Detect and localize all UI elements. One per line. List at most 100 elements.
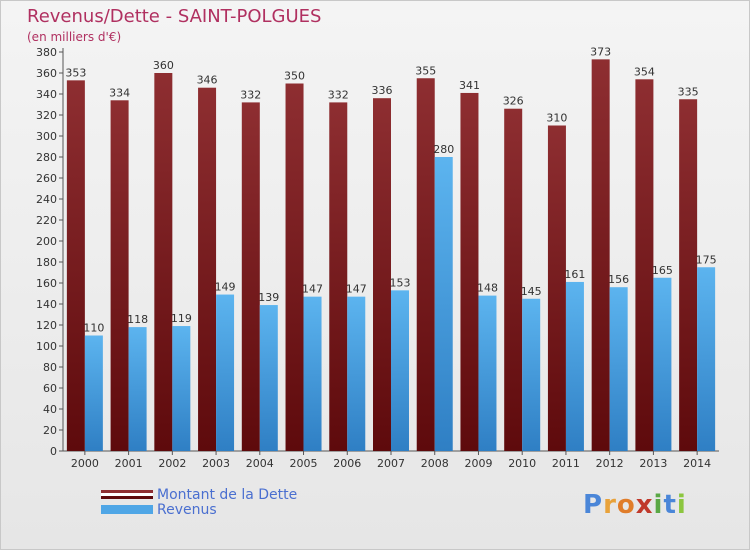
data-label-debt: 350 [284, 70, 305, 83]
y-tick-label: 80 [43, 361, 57, 374]
data-label-revenue: 280 [433, 143, 454, 156]
chart-subtitle: (en milliers d'€) [27, 30, 122, 44]
y-tick-label: 40 [43, 403, 57, 416]
data-label-debt: 310 [546, 112, 567, 125]
bar-revenue [259, 305, 278, 451]
data-label-debt: 334 [109, 86, 130, 99]
legend-item-debt: Montant de la Dette [101, 486, 298, 503]
logo-letter: i [653, 490, 664, 520]
data-label-revenue: 149 [215, 281, 236, 294]
bar-debt [547, 125, 566, 451]
legend-swatch-revenue [101, 505, 153, 514]
y-tick-label: 0 [50, 445, 57, 458]
y-tick-label: 180 [36, 256, 57, 269]
x-tick-label: 2014 [683, 457, 711, 470]
bar-revenue [565, 281, 584, 451]
y-tick-label: 120 [36, 319, 57, 332]
legend-swatch-debt [101, 490, 153, 499]
bar-revenue [653, 277, 672, 451]
data-label-revenue: 153 [390, 276, 411, 289]
bar-debt [679, 99, 698, 451]
bar-debt [329, 102, 348, 452]
bar-debt [198, 87, 217, 451]
y-tick-label: 140 [36, 298, 57, 311]
data-label-revenue: 118 [127, 313, 148, 326]
data-label-revenue: 145 [521, 285, 542, 298]
data-label-debt: 346 [197, 74, 218, 87]
bar-revenue [391, 290, 409, 451]
x-tick-label: 2013 [639, 457, 667, 470]
y-tick-label: 340 [36, 88, 57, 101]
bar-revenue [478, 295, 497, 451]
y-tick-label: 360 [36, 67, 57, 80]
logo-letter: i [676, 490, 687, 520]
x-tick-label: 2007 [377, 457, 405, 470]
bar-debt [635, 79, 654, 452]
logo-letter: x [635, 490, 654, 520]
data-label-revenue: 119 [171, 312, 192, 325]
x-tick-label: 2006 [333, 457, 361, 470]
data-label-debt: 353 [65, 66, 86, 79]
x-tick-label: 2012 [596, 457, 624, 470]
y-tick-label: 240 [36, 193, 57, 206]
bar-revenue [84, 335, 103, 451]
data-label-debt: 326 [503, 95, 524, 108]
data-label-debt: 335 [678, 85, 699, 98]
y-tick-label: 260 [36, 172, 57, 185]
logo-letter: P [583, 490, 604, 520]
data-label-revenue: 156 [608, 273, 629, 286]
data-label-revenue: 161 [564, 268, 585, 281]
proxiti-logo: Proxiti [583, 490, 687, 520]
bar-revenue [303, 296, 322, 451]
legend-item-revenue: Revenus [101, 501, 297, 518]
bar-debt [504, 108, 523, 451]
y-tick-label: 200 [36, 235, 57, 248]
x-tick-label: 2011 [552, 457, 580, 470]
data-label-debt: 360 [153, 59, 174, 72]
bar-revenue [434, 157, 453, 451]
legend-label-revenue: Revenus [157, 501, 217, 518]
x-tick-label: 2004 [246, 457, 274, 470]
y-tick-label: 100 [36, 340, 57, 353]
x-tick-label: 2009 [464, 457, 492, 470]
bar-debt [591, 59, 610, 451]
x-tick-label: 2008 [421, 457, 449, 470]
data-label-revenue: 147 [302, 283, 323, 296]
bar-revenue [609, 287, 628, 451]
y-tick-label: 380 [36, 46, 57, 59]
data-label-revenue: 147 [346, 283, 367, 296]
legend-label-debt: Montant de la Dette [157, 486, 298, 503]
bar-revenue [522, 298, 541, 451]
data-label-debt: 355 [415, 64, 436, 77]
y-tick-label: 300 [36, 130, 57, 143]
data-label-revenue: 148 [477, 282, 498, 295]
bar-debt [110, 100, 129, 452]
logo-letter: t [663, 490, 677, 520]
data-label-revenue: 165 [652, 264, 673, 277]
y-tick-label: 220 [36, 214, 57, 227]
legend: Montant de la Dette Revenus [101, 486, 298, 518]
y-tick-label: 280 [36, 151, 57, 164]
data-label-debt: 332 [328, 88, 349, 101]
chart-data-labels: 353 334 360 346 332 350 332 336 355 341 326 310 373 3… [65, 45, 716, 334]
data-label-debt: 336 [372, 84, 393, 97]
data-label-revenue: 175 [696, 253, 717, 266]
bar-revenue [216, 294, 235, 451]
x-tick-label: 2010 [508, 457, 536, 470]
data-label-debt: 332 [240, 88, 261, 101]
chart-title: Revenus/Dette - SAINT-POLGUES [27, 6, 322, 27]
bar-debt [241, 102, 260, 452]
data-label-debt: 341 [459, 79, 480, 92]
bar-debt [373, 98, 391, 451]
x-tick-label: 2003 [202, 457, 230, 470]
x-tick-label: 2002 [158, 457, 186, 470]
y-tick-label: 320 [36, 109, 57, 122]
bar-revenue [697, 267, 716, 451]
x-tick-label: 2005 [290, 457, 318, 470]
logo-letter: r [603, 490, 617, 520]
bar-debt [285, 83, 304, 451]
bar-debt [416, 78, 435, 451]
bar-revenue [172, 326, 191, 451]
logo-letter: o [616, 490, 636, 520]
